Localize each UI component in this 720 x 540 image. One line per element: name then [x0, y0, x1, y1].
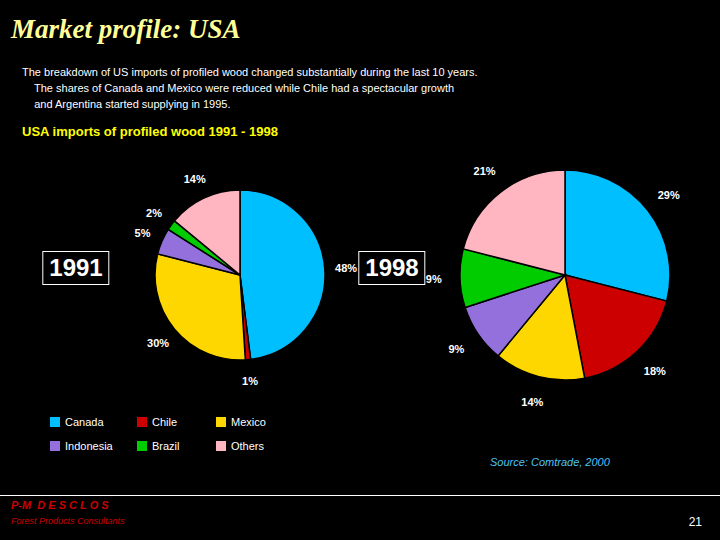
html-text:1991: 1991	[49, 254, 103, 281]
html-text:Others: Others	[231, 440, 264, 452]
html-text:The breakdown of US imports of: The breakdown of US imports of profiled …	[22, 66, 478, 78]
svg-text:21%: 21%	[474, 165, 496, 177]
html-text:The shares of Canada and Mexic: The shares of Canada and Mexico were red…	[22, 82, 455, 94]
html-text:Canada: Canada	[65, 416, 104, 428]
svg-text:30%: 30%	[147, 337, 169, 349]
svg-text:29%: 29%	[658, 189, 680, 201]
svg-text:18%: 18%	[644, 365, 666, 377]
svg-text:48%: 48%	[335, 262, 357, 274]
html-text:Mexico: Mexico	[231, 416, 266, 428]
html-text:P-M D E S C L O S: P-M D E S C L O S	[11, 499, 109, 511]
svg-text:5%: 5%	[135, 227, 151, 239]
html-text:21: 21	[688, 515, 702, 529]
svg-text:1%: 1%	[242, 375, 258, 387]
html-text:Brazil: Brazil	[152, 440, 180, 452]
html-text:Market profile: USA: Market profile: USA	[11, 14, 241, 44]
html-text:1998: 1998	[365, 254, 419, 281]
html-text:and Argentina started supplyin: and Argentina started supplying in 1995.	[22, 98, 231, 110]
svg-text:14%: 14%	[184, 173, 206, 185]
html-text:Source: Comtrade, 2000: Source: Comtrade, 2000	[490, 456, 610, 468]
html-text:Forest Products Consultants: Forest Products Consultants	[11, 516, 125, 526]
svg-text:14%: 14%	[521, 396, 543, 408]
svg-text:9%: 9%	[448, 343, 464, 355]
html-text:Indonesia: Indonesia	[65, 440, 113, 452]
svg-text:2%: 2%	[146, 207, 162, 219]
html-text:USA imports of profiled wood 1: USA imports of profiled wood 1991 - 1998	[22, 124, 278, 139]
html-text:Chile: Chile	[152, 416, 178, 428]
svg-text:9%: 9%	[426, 273, 442, 285]
